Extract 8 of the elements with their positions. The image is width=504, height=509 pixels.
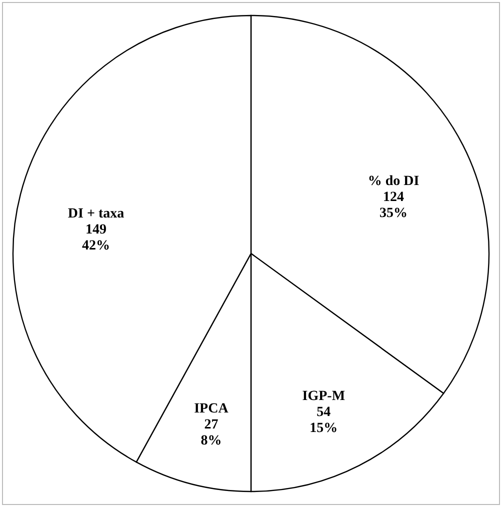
data-label: 54 15% (310, 405, 338, 436)
data-label: 124 35% (380, 190, 408, 221)
data-label: 27 8% (200, 417, 222, 448)
data-label: 149 42% (82, 222, 110, 254)
slice-label: IGP-M (302, 389, 346, 404)
slice-label: IPCA (194, 401, 230, 416)
slice-label: DI + taxa (68, 206, 124, 222)
slice-label: % do DI (368, 174, 420, 189)
